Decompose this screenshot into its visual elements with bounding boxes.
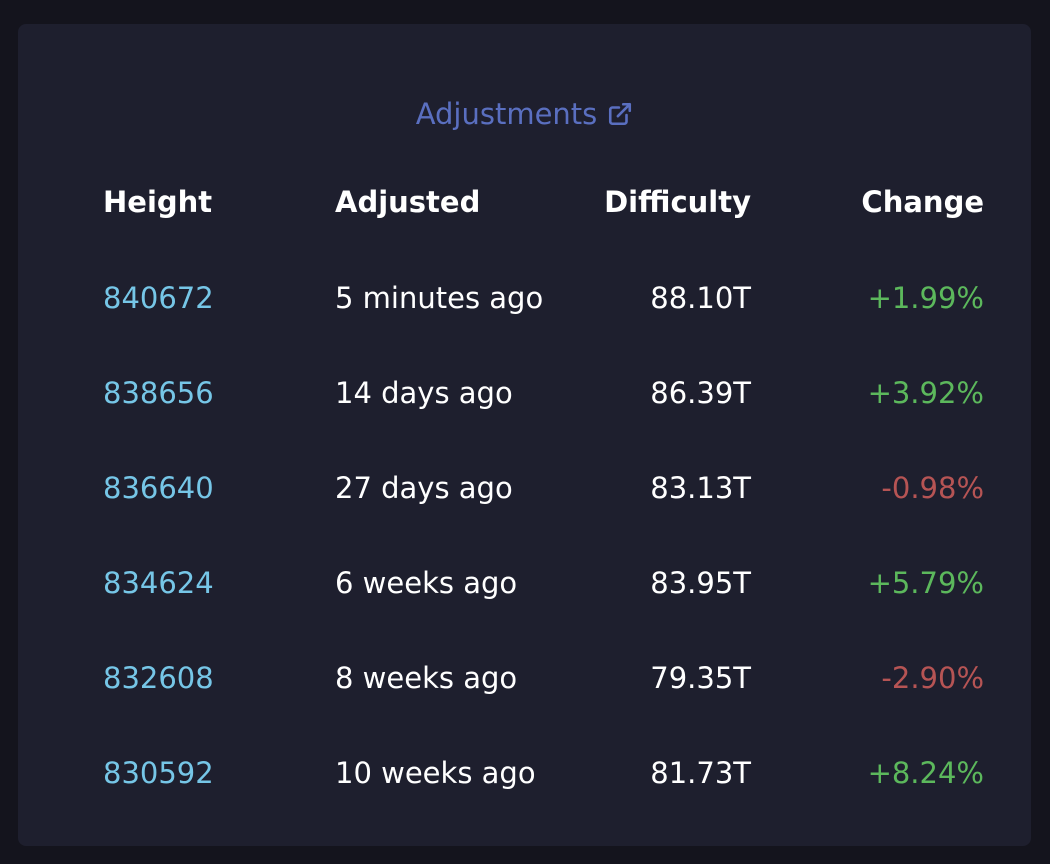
difficulty-cell: 88.10T — [650, 280, 751, 315]
height-cell: 834624 — [103, 535, 335, 630]
block-height-link[interactable]: 832608 — [103, 660, 214, 695]
difficulty-cell: 86.39T — [650, 375, 751, 410]
adjusted-cell: 5 minutes ago — [335, 280, 544, 315]
change-cell: -0.98% — [881, 470, 984, 505]
change-cell: +1.99% — [867, 280, 984, 315]
table-row: 830592 10 weeks ago 81.73T +8.24% — [103, 725, 984, 820]
height-cell: 840672 — [103, 250, 335, 345]
height-cell: 830592 — [103, 725, 335, 820]
adjustments-title-link[interactable]: Adjustments — [18, 96, 1031, 132]
change-cell: +3.92% — [867, 375, 984, 410]
change-cell: -2.90% — [881, 660, 984, 695]
table-row: 840672 5 minutes ago 88.10T +1.99% — [103, 250, 984, 345]
block-height-link[interactable]: 838656 — [103, 375, 214, 410]
difficulty-cell: 83.13T — [650, 470, 751, 505]
table-row: 838656 14 days ago 86.39T +3.92% — [103, 345, 984, 440]
block-height-link[interactable]: 836640 — [103, 470, 214, 505]
adjustments-table: Height Adjusted Difficulty Change 840672… — [103, 154, 984, 820]
change-cell: +5.79% — [867, 565, 984, 600]
table-row: 836640 27 days ago 83.13T -0.98% — [103, 440, 984, 535]
change-cell: +8.24% — [867, 755, 984, 790]
table-row: 834624 6 weeks ago 83.95T +5.79% — [103, 535, 984, 630]
block-height-link[interactable]: 834624 — [103, 565, 214, 600]
adjusted-cell: 10 weeks ago — [335, 755, 536, 790]
adjusted-cell: 27 days ago — [335, 470, 513, 505]
block-height-link[interactable]: 830592 — [103, 755, 214, 790]
column-header-difficulty: Difficulty — [604, 185, 751, 219]
adjusted-cell: 8 weeks ago — [335, 660, 518, 695]
height-cell: 836640 — [103, 440, 335, 535]
adjustments-card: Adjustments Height Adjusted Difficulty C… — [18, 24, 1031, 846]
difficulty-cell: 81.73T — [650, 755, 751, 790]
height-cell: 832608 — [103, 630, 335, 725]
adjustments-title: Adjustments — [415, 97, 598, 131]
column-header-height: Height — [103, 185, 213, 219]
adjusted-cell: 14 days ago — [335, 375, 513, 410]
table-header-row: Height Adjusted Difficulty Change — [103, 154, 984, 250]
table-row: 832608 8 weeks ago 79.35T -2.90% — [103, 630, 984, 725]
adjusted-cell: 6 weeks ago — [335, 565, 518, 600]
difficulty-cell: 83.95T — [650, 565, 751, 600]
external-link-icon — [607, 101, 633, 127]
column-header-adjusted: Adjusted — [335, 185, 481, 219]
column-header-change: Change — [861, 185, 984, 219]
height-cell: 838656 — [103, 345, 335, 440]
block-height-link[interactable]: 840672 — [103, 280, 214, 315]
difficulty-cell: 79.35T — [650, 660, 751, 695]
